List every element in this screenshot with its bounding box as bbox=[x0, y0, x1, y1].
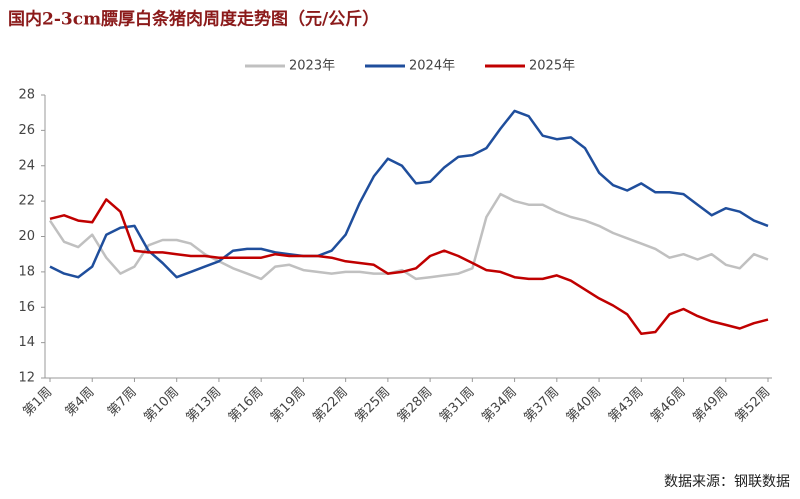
x-tick-label: 第25周 bbox=[352, 385, 393, 426]
x-tick-label: 第37周 bbox=[521, 385, 562, 426]
y-tick-label: 22 bbox=[18, 194, 35, 209]
y-tick-label: 20 bbox=[18, 229, 35, 244]
line-series bbox=[49, 109, 769, 279]
x-tick-label: 第19周 bbox=[268, 385, 309, 426]
x-tick-label: 第34周 bbox=[479, 385, 520, 426]
x-tick-label: 第4周 bbox=[63, 385, 98, 420]
x-tick-label: 第31周 bbox=[437, 385, 478, 426]
source: 数据来源：钢联数据 bbox=[664, 474, 790, 490]
y-tick-label: 24 bbox=[18, 158, 35, 173]
x-tick-label: 第28周 bbox=[395, 385, 436, 426]
line-series bbox=[48, 192, 769, 281]
x-tick-label: 第43周 bbox=[606, 385, 647, 426]
x-tick-label: 第1周 bbox=[20, 385, 55, 420]
y-tick-label: 28 bbox=[18, 88, 35, 103]
x-tick-label: 第49周 bbox=[690, 385, 731, 426]
x-tick-label: 第22周 bbox=[310, 385, 351, 426]
x-tick-label: 第10周 bbox=[141, 385, 182, 426]
x-tick-label: 第46周 bbox=[648, 385, 689, 426]
line-series bbox=[49, 198, 769, 336]
y-tick-label: 18 bbox=[18, 264, 35, 279]
x-tick-label: 第13周 bbox=[184, 385, 225, 426]
legend-label: 2024年 bbox=[409, 59, 455, 74]
legend-label: 2023年 bbox=[289, 59, 335, 74]
chart-title: 国内2-3cm膘厚白条猪肉周度走势图（元/公斤） bbox=[8, 9, 379, 30]
x-tick-label: 第7周 bbox=[105, 385, 140, 420]
x-tick-label: 第16周 bbox=[226, 385, 267, 426]
x-tick-label: 第40周 bbox=[564, 385, 605, 426]
y-tick-label: 12 bbox=[18, 371, 35, 386]
legend-label: 2025年 bbox=[529, 59, 575, 74]
y-tick-label: 26 bbox=[18, 123, 35, 138]
x-tick-label: 第52周 bbox=[733, 385, 774, 426]
y-tick-label: 14 bbox=[18, 335, 35, 350]
y-tick-label: 16 bbox=[18, 300, 35, 315]
